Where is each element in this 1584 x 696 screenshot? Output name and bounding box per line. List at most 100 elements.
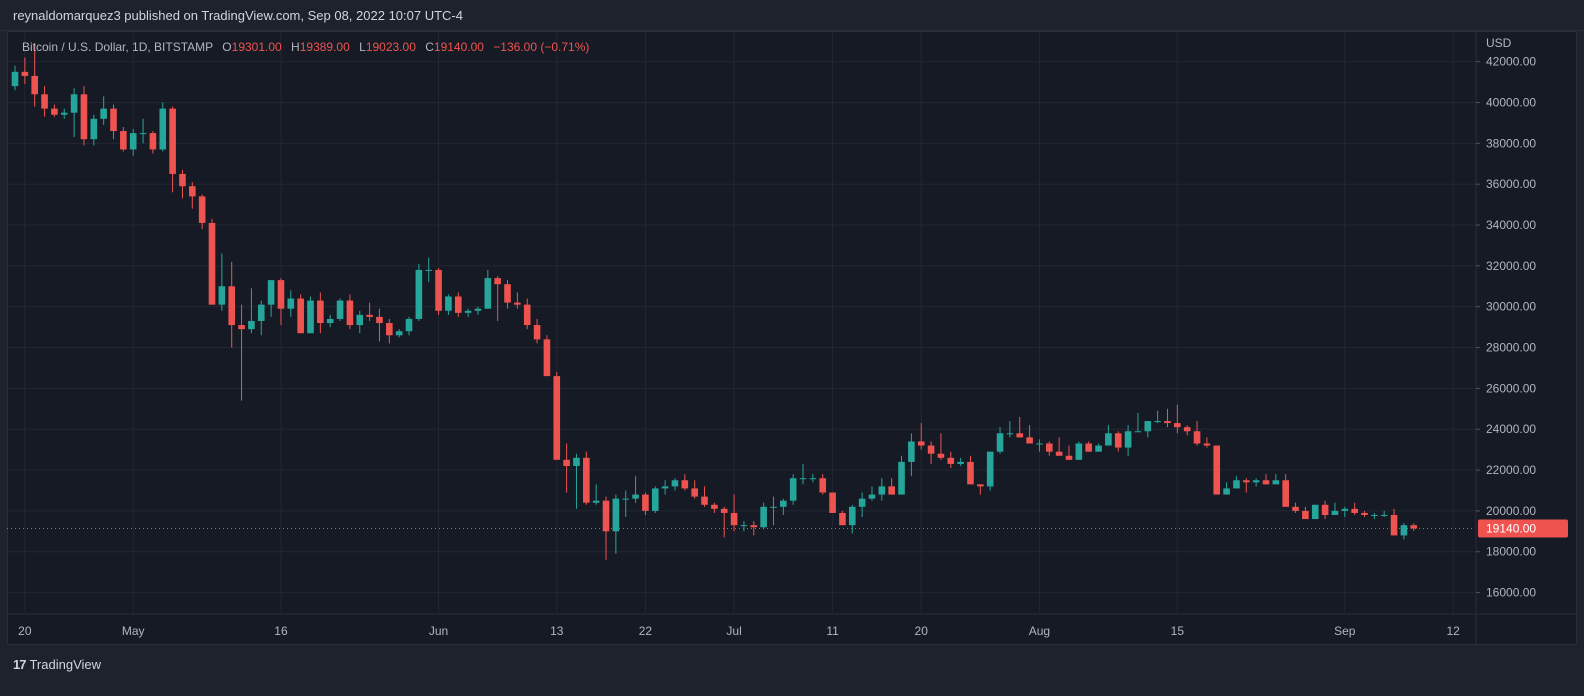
candle[interactable] bbox=[149, 131, 157, 154]
candle[interactable] bbox=[1124, 425, 1132, 456]
chart-panel[interactable] bbox=[7, 31, 1577, 645]
candle[interactable] bbox=[1006, 421, 1014, 438]
candle[interactable] bbox=[1085, 441, 1092, 452]
candle[interactable] bbox=[484, 269, 492, 309]
candle[interactable] bbox=[671, 478, 679, 491]
candle[interactable] bbox=[307, 296, 314, 334]
candle[interactable] bbox=[1233, 476, 1240, 489]
candle[interactable] bbox=[159, 102, 167, 152]
candle[interactable] bbox=[70, 88, 78, 138]
candle[interactable] bbox=[898, 455, 905, 495]
candle[interactable] bbox=[533, 318, 541, 344]
candle[interactable] bbox=[395, 329, 403, 338]
candle[interactable] bbox=[129, 129, 137, 156]
candle[interactable] bbox=[553, 372, 561, 460]
candle[interactable] bbox=[208, 218, 216, 305]
candle[interactable] bbox=[839, 510, 846, 526]
candle[interactable] bbox=[31, 43, 39, 107]
candle[interactable] bbox=[878, 478, 886, 501]
candle[interactable] bbox=[1252, 478, 1260, 487]
candlestick-chart[interactable]: USD 16000.00 18000.00 20000.00 22000.00 24000… bbox=[7, 31, 1577, 645]
candle[interactable] bbox=[632, 476, 639, 503]
candle[interactable] bbox=[1311, 504, 1319, 520]
candle[interactable] bbox=[474, 306, 482, 315]
symbol-label[interactable]: Bitcoin / U.S. Dollar, 1D, BITSTAMP bbox=[22, 40, 213, 54]
candle[interactable] bbox=[583, 451, 590, 505]
candle[interactable] bbox=[464, 308, 472, 317]
candle[interactable] bbox=[218, 253, 226, 311]
candle[interactable] bbox=[1045, 441, 1053, 456]
candle[interactable] bbox=[888, 478, 895, 495]
candle[interactable] bbox=[957, 457, 964, 466]
candle[interactable] bbox=[90, 114, 98, 146]
candle[interactable] bbox=[720, 506, 728, 538]
candle[interactable] bbox=[986, 451, 994, 491]
candle[interactable] bbox=[1331, 502, 1339, 515]
candle[interactable] bbox=[1095, 443, 1102, 452]
candle[interactable] bbox=[1114, 431, 1122, 452]
candle[interactable] bbox=[1371, 512, 1378, 520]
candle[interactable] bbox=[1075, 441, 1083, 460]
candle[interactable] bbox=[139, 118, 147, 144]
candle[interactable] bbox=[120, 126, 127, 152]
candle[interactable] bbox=[996, 427, 1004, 454]
candle[interactable] bbox=[228, 261, 236, 348]
candle[interactable] bbox=[868, 486, 876, 501]
candle[interactable] bbox=[858, 492, 866, 518]
candle[interactable] bbox=[1272, 474, 1280, 485]
candle[interactable] bbox=[908, 433, 915, 477]
candle[interactable] bbox=[1026, 425, 1033, 444]
candle[interactable] bbox=[435, 267, 442, 315]
candle[interactable] bbox=[711, 502, 718, 513]
candle[interactable] bbox=[238, 304, 245, 401]
candle[interactable] bbox=[622, 490, 630, 518]
candle[interactable] bbox=[317, 292, 324, 334]
candle[interactable] bbox=[1410, 523, 1418, 531]
candle[interactable] bbox=[1341, 506, 1349, 518]
candle[interactable] bbox=[917, 423, 925, 450]
candle[interactable] bbox=[366, 302, 373, 321]
candle[interactable] bbox=[809, 474, 817, 483]
candle[interactable] bbox=[1134, 412, 1142, 433]
candle[interactable] bbox=[701, 486, 708, 507]
candle[interactable] bbox=[60, 108, 68, 119]
candle[interactable] bbox=[1400, 523, 1408, 540]
candle[interactable] bbox=[11, 65, 19, 91]
candle[interactable] bbox=[789, 474, 797, 505]
candle[interactable] bbox=[297, 294, 304, 334]
candle[interactable] bbox=[1105, 425, 1112, 446]
candle[interactable] bbox=[454, 292, 462, 317]
candle[interactable] bbox=[543, 335, 551, 377]
candle[interactable] bbox=[1036, 439, 1043, 452]
candle[interactable] bbox=[277, 278, 285, 326]
candle[interactable] bbox=[179, 169, 186, 199]
candle[interactable] bbox=[780, 498, 787, 515]
candle[interactable] bbox=[504, 280, 511, 309]
candle[interactable] bbox=[336, 298, 344, 321]
candle[interactable] bbox=[248, 288, 255, 334]
candle[interactable] bbox=[1154, 410, 1161, 424]
candle[interactable] bbox=[612, 494, 620, 554]
candle[interactable] bbox=[1361, 510, 1368, 518]
candle[interactable] bbox=[947, 451, 955, 469]
candle[interactable] bbox=[198, 194, 206, 230]
candle[interactable] bbox=[41, 86, 48, 117]
candle[interactable] bbox=[967, 455, 974, 485]
candle[interactable] bbox=[730, 494, 738, 532]
candle[interactable] bbox=[1203, 437, 1211, 448]
candle[interactable] bbox=[681, 474, 689, 491]
candle[interactable] bbox=[1164, 408, 1171, 428]
candle[interactable] bbox=[829, 492, 836, 513]
candle[interactable] bbox=[110, 104, 117, 140]
candle[interactable] bbox=[799, 463, 807, 485]
candle[interactable] bbox=[1213, 445, 1221, 495]
candle[interactable] bbox=[346, 294, 354, 330]
candle[interactable] bbox=[1193, 421, 1201, 446]
candle[interactable] bbox=[445, 294, 452, 315]
candle[interactable] bbox=[1242, 478, 1250, 493]
candle[interactable] bbox=[1351, 502, 1358, 515]
candle[interactable] bbox=[1174, 404, 1181, 434]
candle[interactable] bbox=[415, 263, 423, 321]
candle[interactable] bbox=[1390, 508, 1398, 536]
candle[interactable] bbox=[1055, 437, 1063, 456]
